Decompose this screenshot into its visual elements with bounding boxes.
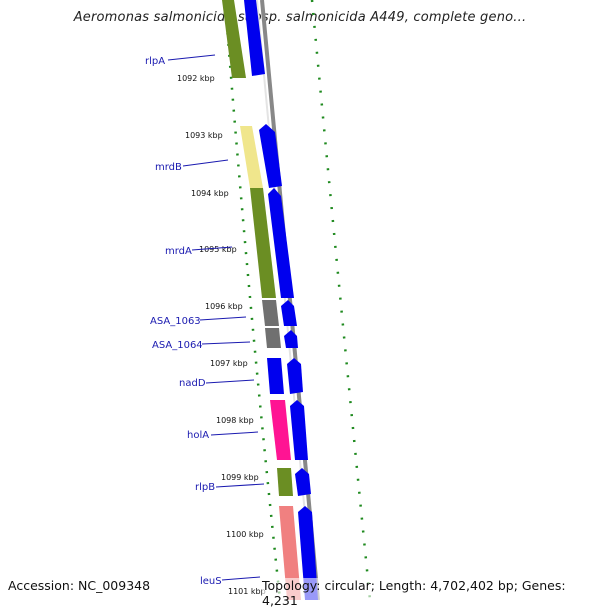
cog-holA[interactable] [270,400,291,460]
gc-content-track [310,0,372,600]
tick-label: 1096 kbp [205,302,243,311]
cds-arrow-rlpB[interactable] [295,468,311,496]
gene-label-nadD[interactable]: nadD [179,378,206,389]
tick-label: 1094 kbp [191,189,229,198]
tick-label: 1100 kbp [226,530,264,539]
gene-label-mrdB[interactable]: mrdB [155,162,182,173]
cds-arrow-ASA1064[interactable] [284,330,298,348]
leader-line [199,316,247,321]
gene-labels: rlpA mrdB mrdA ASA_1063 ASA_1064 nadD ho… [145,54,265,587]
cog-mrdA[interactable] [250,188,276,298]
gene-label-leuS[interactable]: leuS [200,576,222,587]
leader-line [210,431,259,436]
tick-label: 1095 kbp [199,245,237,254]
cds-arrow-leuS[interactable] [298,506,318,600]
cog-rlpB[interactable] [277,468,293,496]
leader-line [191,246,233,251]
cog-leuS[interactable] [279,506,301,600]
gene-label-ASA1063[interactable]: ASA_1063 [150,316,201,327]
cds-arrow-rlpA[interactable] [244,0,265,76]
cds-arrow-mrdB[interactable] [259,124,282,188]
map-footer: Accession: NC_009348 Topology: circular;… [0,578,600,608]
tick-label: 1101 kbp [228,587,266,596]
cog-ASA1063[interactable] [262,300,279,326]
tick-label: 1099 kbp [221,473,259,482]
cds-arrow-nadD[interactable] [287,358,303,394]
gene-label-mrdA[interactable]: mrdA [165,246,192,257]
cog-mrdB[interactable] [240,126,263,188]
accession-text: Accession: NC_009348 [8,578,151,593]
tick-label: 1097 kbp [210,359,248,368]
tick-label: 1092 kbp [177,74,215,83]
gene-label-rlpB[interactable]: rlpB [195,482,215,493]
cds-arrow-holA[interactable] [290,400,308,460]
tick-label: 1093 kbp [185,131,223,140]
gc-skew-track [223,0,282,600]
cog-ASA1064[interactable] [265,328,281,348]
gene-label-ASA1064[interactable]: ASA_1064 [152,340,203,351]
cds-arrow-ASA1063[interactable] [281,300,297,326]
cog-track [222,0,301,600]
cog-rlpA[interactable] [222,0,246,78]
leader-line [201,341,251,345]
map-title: Aeromonas salmonicida subsp. salmonicida… [73,10,527,25]
cds-arrow-mrdA[interactable] [268,188,294,298]
leader-line [182,159,229,167]
cds-track [244,0,318,600]
gene-label-rlpA[interactable]: rlpA [145,56,165,67]
tick-labels: 1092 kbp 1093 kbp 1094 kbp 1095 kbp 1096… [177,74,266,596]
topology-text: Topology: circular; Length: 4,702,402 bp… [262,578,600,608]
leader-line [215,483,265,488]
gene-label-holA[interactable]: holA [187,430,209,441]
leader-line [205,379,255,384]
leader-line [221,576,261,581]
leader-line [167,54,216,61]
tick-label: 1098 kbp [216,416,254,425]
cog-nadD[interactable] [267,358,284,394]
